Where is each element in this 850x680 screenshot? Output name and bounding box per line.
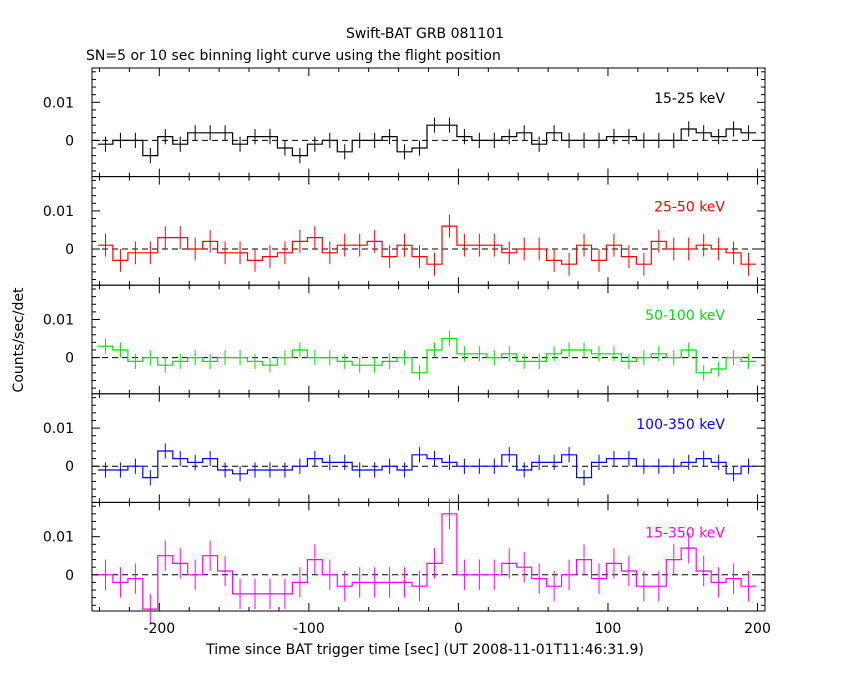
series-step-line [98,513,756,610]
x-axis-label: Time since BAT trigger time [sec] (UT 20… [205,642,644,658]
panel-2: 0 0.01 25-50 keV [43,176,766,286]
y-tick-label: 0 [65,351,74,367]
panel-5: 0 0.01 15-350 keV -200 -100 0 100 200 [43,498,771,637]
band-label: 15-25 keV [654,91,725,107]
series-step-line [98,337,756,374]
x-tick-label: 100 [595,621,622,637]
y-tick-label: 0 [65,459,74,475]
panel-4: 0 0.01 100-350 keV [43,393,766,503]
chart-title: Swift-BAT GRB 081101 [346,26,504,42]
panels: 0 0.01 15-25 keV 0 0.01 25-50 keV 0 0.01 50-100 … [43,67,771,637]
band-label: 25-50 keV [654,200,725,216]
y-tick-label: 0.01 [43,530,74,546]
series-step-line [98,450,756,479]
y-tick-label: 0.01 [43,421,74,437]
x-tick-label: -200 [143,621,175,637]
y-tick-label: 0 [65,133,74,149]
series-step-line [98,225,756,265]
x-tick-label: 0 [454,621,463,637]
chart-subtitle: SN=5 or 10 sec binning light curve using… [86,48,501,64]
x-tick-label: -100 [293,621,325,637]
y-tick-label: 0 [65,242,74,258]
band-label: 50-100 keV [645,308,725,324]
panel-1: 0 0.01 15-25 keV [43,67,766,178]
y-axis-label: Counts/sec/det [11,287,27,392]
band-label: 100-350 keV [636,417,725,433]
y-tick-label: 0.01 [43,95,74,111]
y-tick-label: 0 [65,568,74,584]
y-tick-label: 0.01 [43,204,74,220]
y-tick-label: 0.01 [43,312,74,328]
band-label: 15-350 keV [645,525,725,541]
x-tick-label: 200 [744,621,771,637]
panel-3: 0 0.01 50-100 keV [43,284,766,395]
